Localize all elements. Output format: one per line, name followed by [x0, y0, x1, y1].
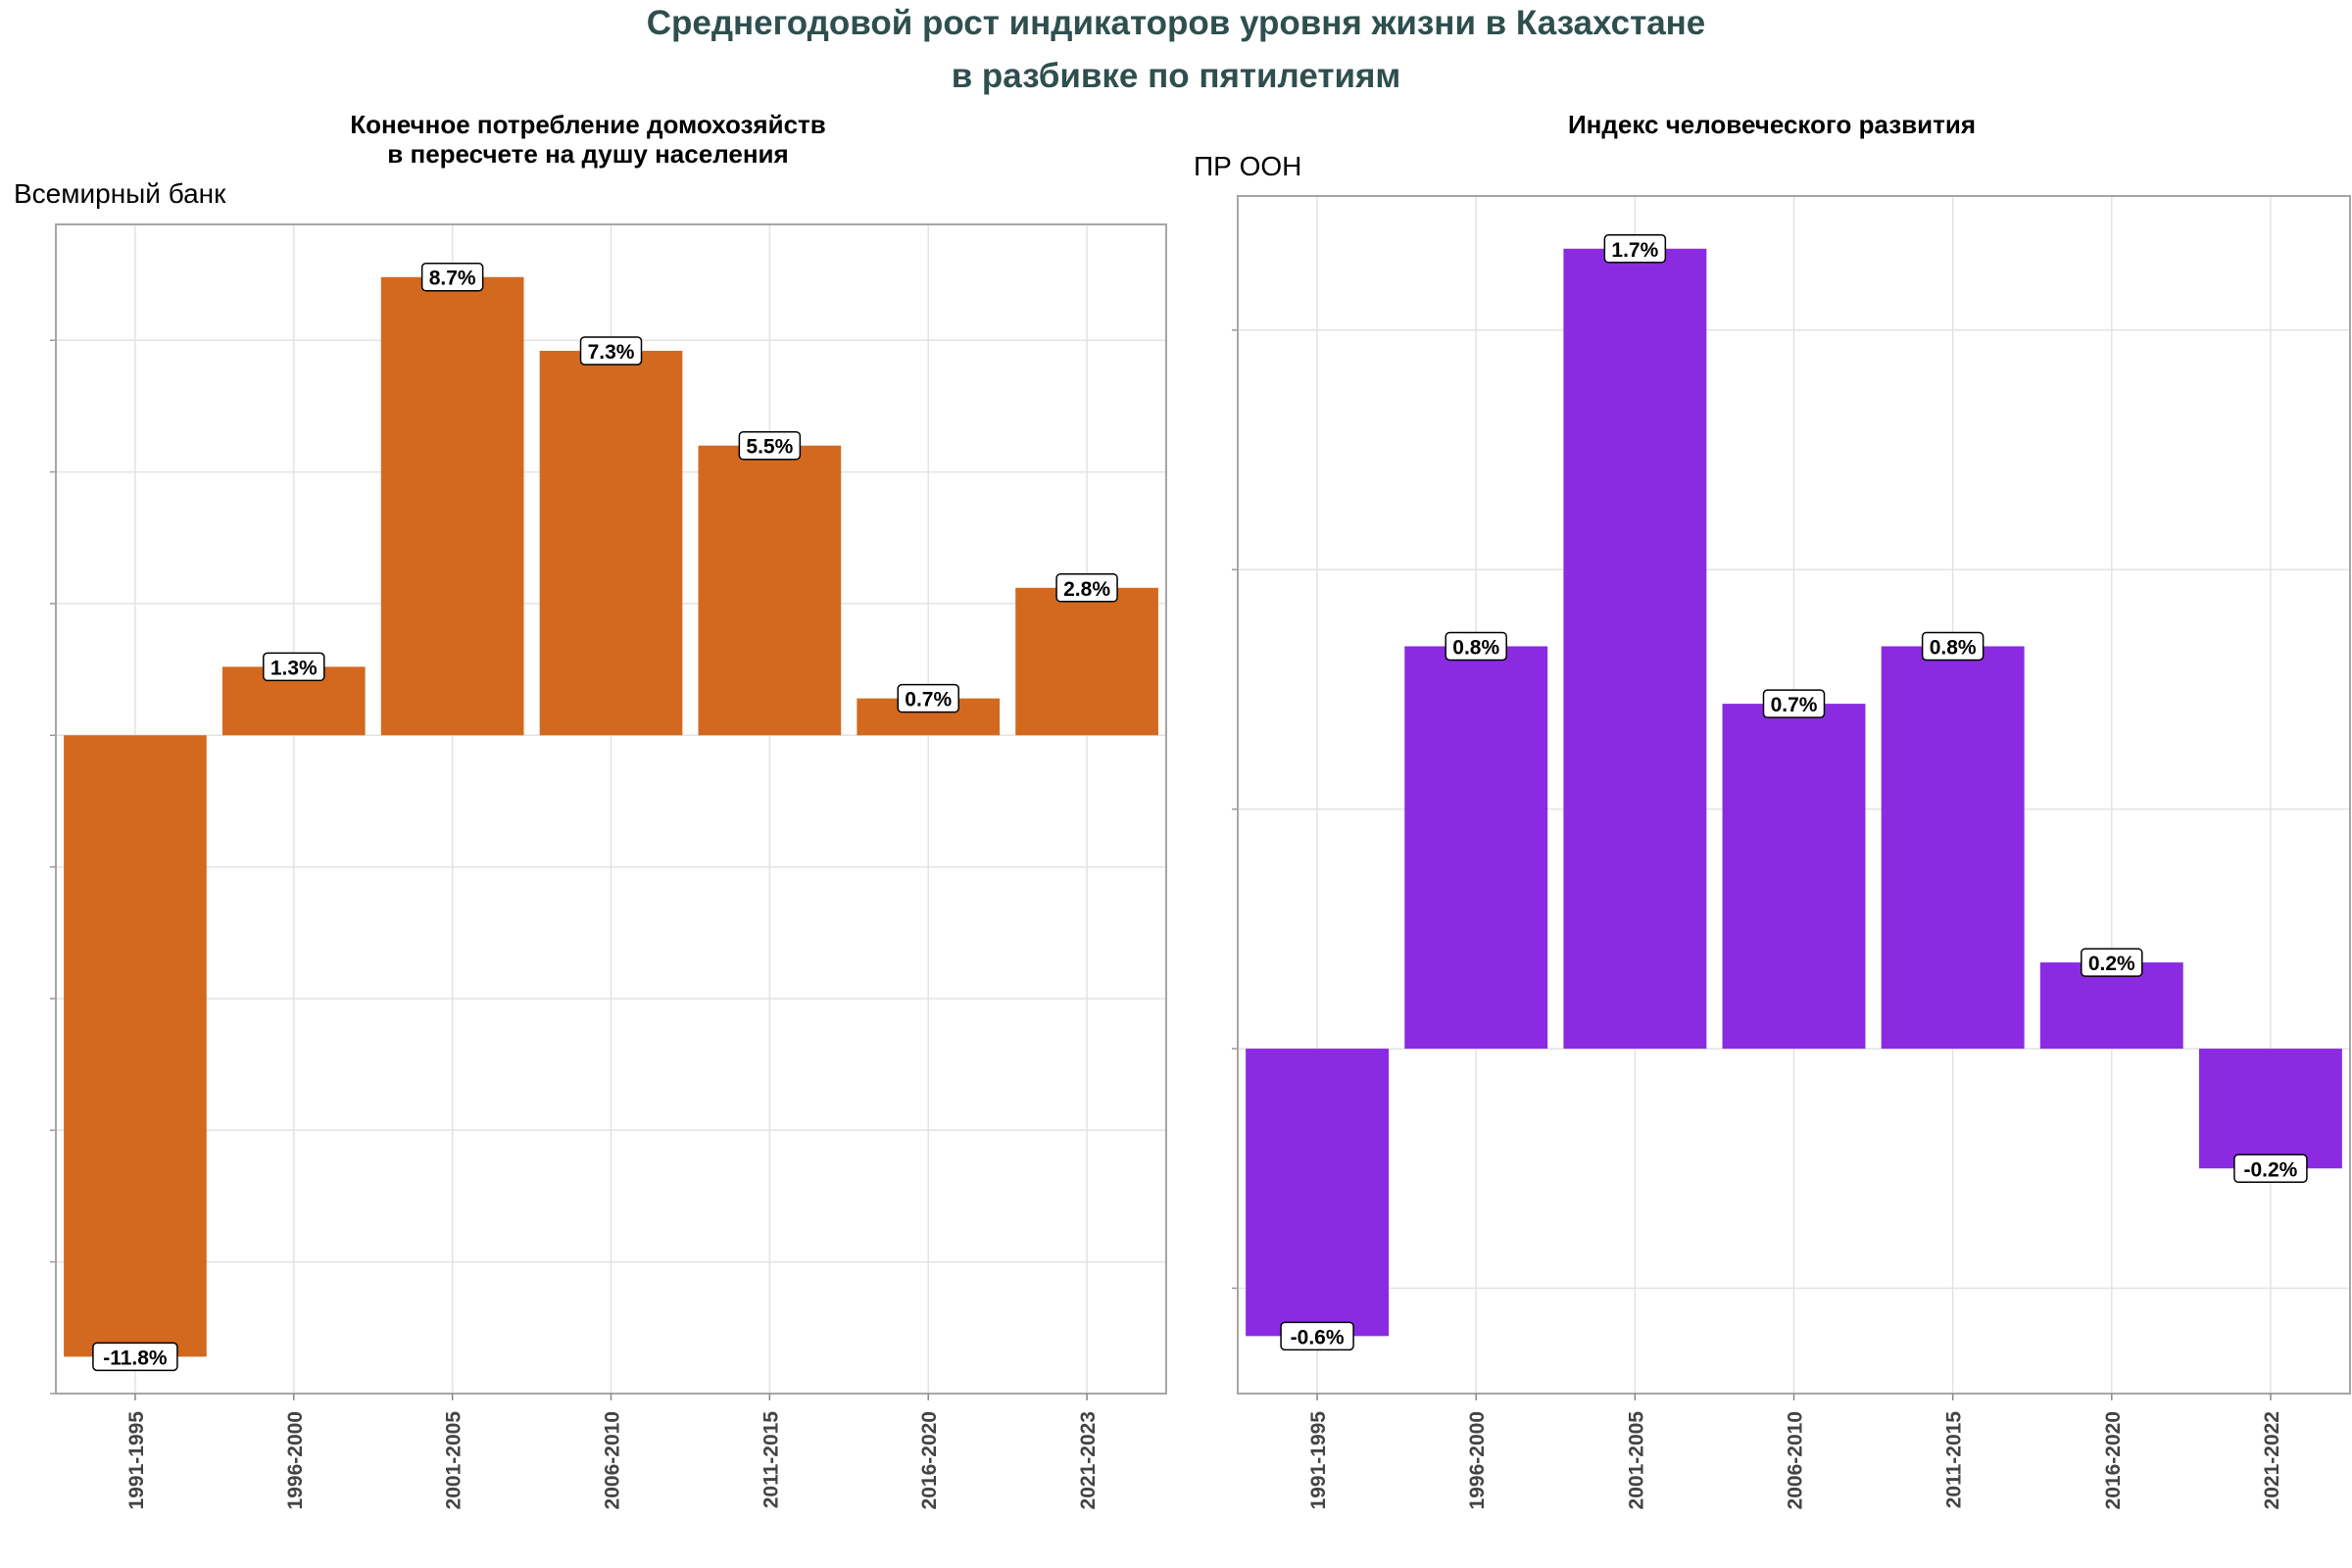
right-value-label-box-5 — [2081, 948, 2143, 977]
left-value-label-box-5 — [897, 683, 959, 713]
right-value-label-1: 0.8% — [1452, 636, 1499, 659]
left-bar-6 — [1015, 587, 1158, 736]
right-bar-6 — [2198, 1049, 2342, 1169]
right-category-label-0: 1991-1995 — [1307, 1411, 1330, 1510]
right-panel-source: ПР ООН — [1194, 151, 1302, 181]
left-bar-4 — [698, 445, 842, 736]
left-category-label-2: 2001-2005 — [443, 1411, 466, 1510]
left-value-label-6: 2.8% — [1063, 578, 1110, 601]
left-category-label-3: 2006-2010 — [602, 1411, 624, 1509]
left-category-label-6: 2021-2023 — [1077, 1411, 1100, 1509]
left-panel-source: Всемирный банк — [14, 178, 226, 209]
right-category-label-4: 2011-2015 — [1943, 1411, 1966, 1509]
left-value-label-1: 1.3% — [270, 657, 318, 679]
left-value-label-box-6 — [1055, 573, 1118, 603]
right-value-label-box-3 — [1762, 689, 1826, 718]
right-value-label-box-1 — [1445, 631, 1507, 662]
left-value-label-5: 0.7% — [905, 689, 952, 711]
left-value-label-4: 5.5% — [746, 436, 793, 459]
right-bar-1 — [1404, 646, 1548, 1050]
left-value-label-3: 7.3% — [588, 341, 635, 364]
left-panel-title-line2: в пересчете на душу населения — [387, 139, 789, 169]
right-value-label-5: 0.2% — [2088, 953, 2135, 975]
right-bar-0 — [1246, 1049, 1390, 1337]
right-category-label-5: 2016-2020 — [2102, 1411, 2125, 1509]
left-value-label-box-1 — [263, 652, 325, 682]
main-title-line2: в разбивке по пятилетиям — [951, 57, 1401, 95]
left-category-label-4: 2011-2015 — [760, 1411, 782, 1509]
right-panel-title-line1: Индекс человеческого развития — [1567, 110, 1977, 139]
left-panel-title-line1: Конечное потребление домохозяйств — [350, 110, 826, 139]
right-bar-4 — [1881, 646, 2025, 1050]
right-category-label-3: 2006-2010 — [1785, 1411, 1807, 1509]
right-value-label-box-2 — [1603, 234, 1667, 264]
left-value-label-box-0 — [92, 1342, 178, 1372]
right-value-label-0: -0.6% — [1291, 1326, 1345, 1348]
left-bar-2 — [380, 276, 524, 736]
right-bar-2 — [1563, 248, 1707, 1050]
left-value-label-box-3 — [579, 336, 643, 366]
right-value-label-box-0 — [1280, 1321, 1354, 1351]
right-category-label-1: 1996-2000 — [1466, 1411, 1489, 1509]
left-value-label-box-2 — [420, 262, 484, 292]
right-value-label-3: 0.7% — [1771, 694, 1818, 716]
left-category-label-1: 1996-2000 — [284, 1411, 307, 1509]
main-title-line1: Среднегодовой рост индикаторов уровня жи… — [646, 4, 1706, 42]
right-value-label-2: 1.7% — [1611, 239, 1658, 262]
left-category-label-0: 1991-1995 — [125, 1411, 148, 1510]
right-value-label-box-6 — [2233, 1153, 2308, 1184]
right-bar-3 — [1722, 704, 1866, 1050]
right-category-label-2: 2001-2005 — [1625, 1411, 1647, 1510]
left-bar-3 — [539, 350, 683, 736]
left-value-label-2: 8.7% — [429, 268, 476, 290]
left-value-label-0: -11.8% — [103, 1347, 168, 1369]
left-value-label-box-4 — [738, 430, 802, 461]
right-value-label-box-4 — [1921, 631, 1984, 662]
left-bar-0 — [64, 735, 207, 1357]
right-value-label-4: 0.8% — [1930, 636, 1977, 659]
right-value-label-6: -0.2% — [2243, 1158, 2297, 1181]
right-category-label-6: 2021-2022 — [2261, 1411, 2283, 1509]
left-category-label-5: 2016-2020 — [918, 1411, 941, 1509]
